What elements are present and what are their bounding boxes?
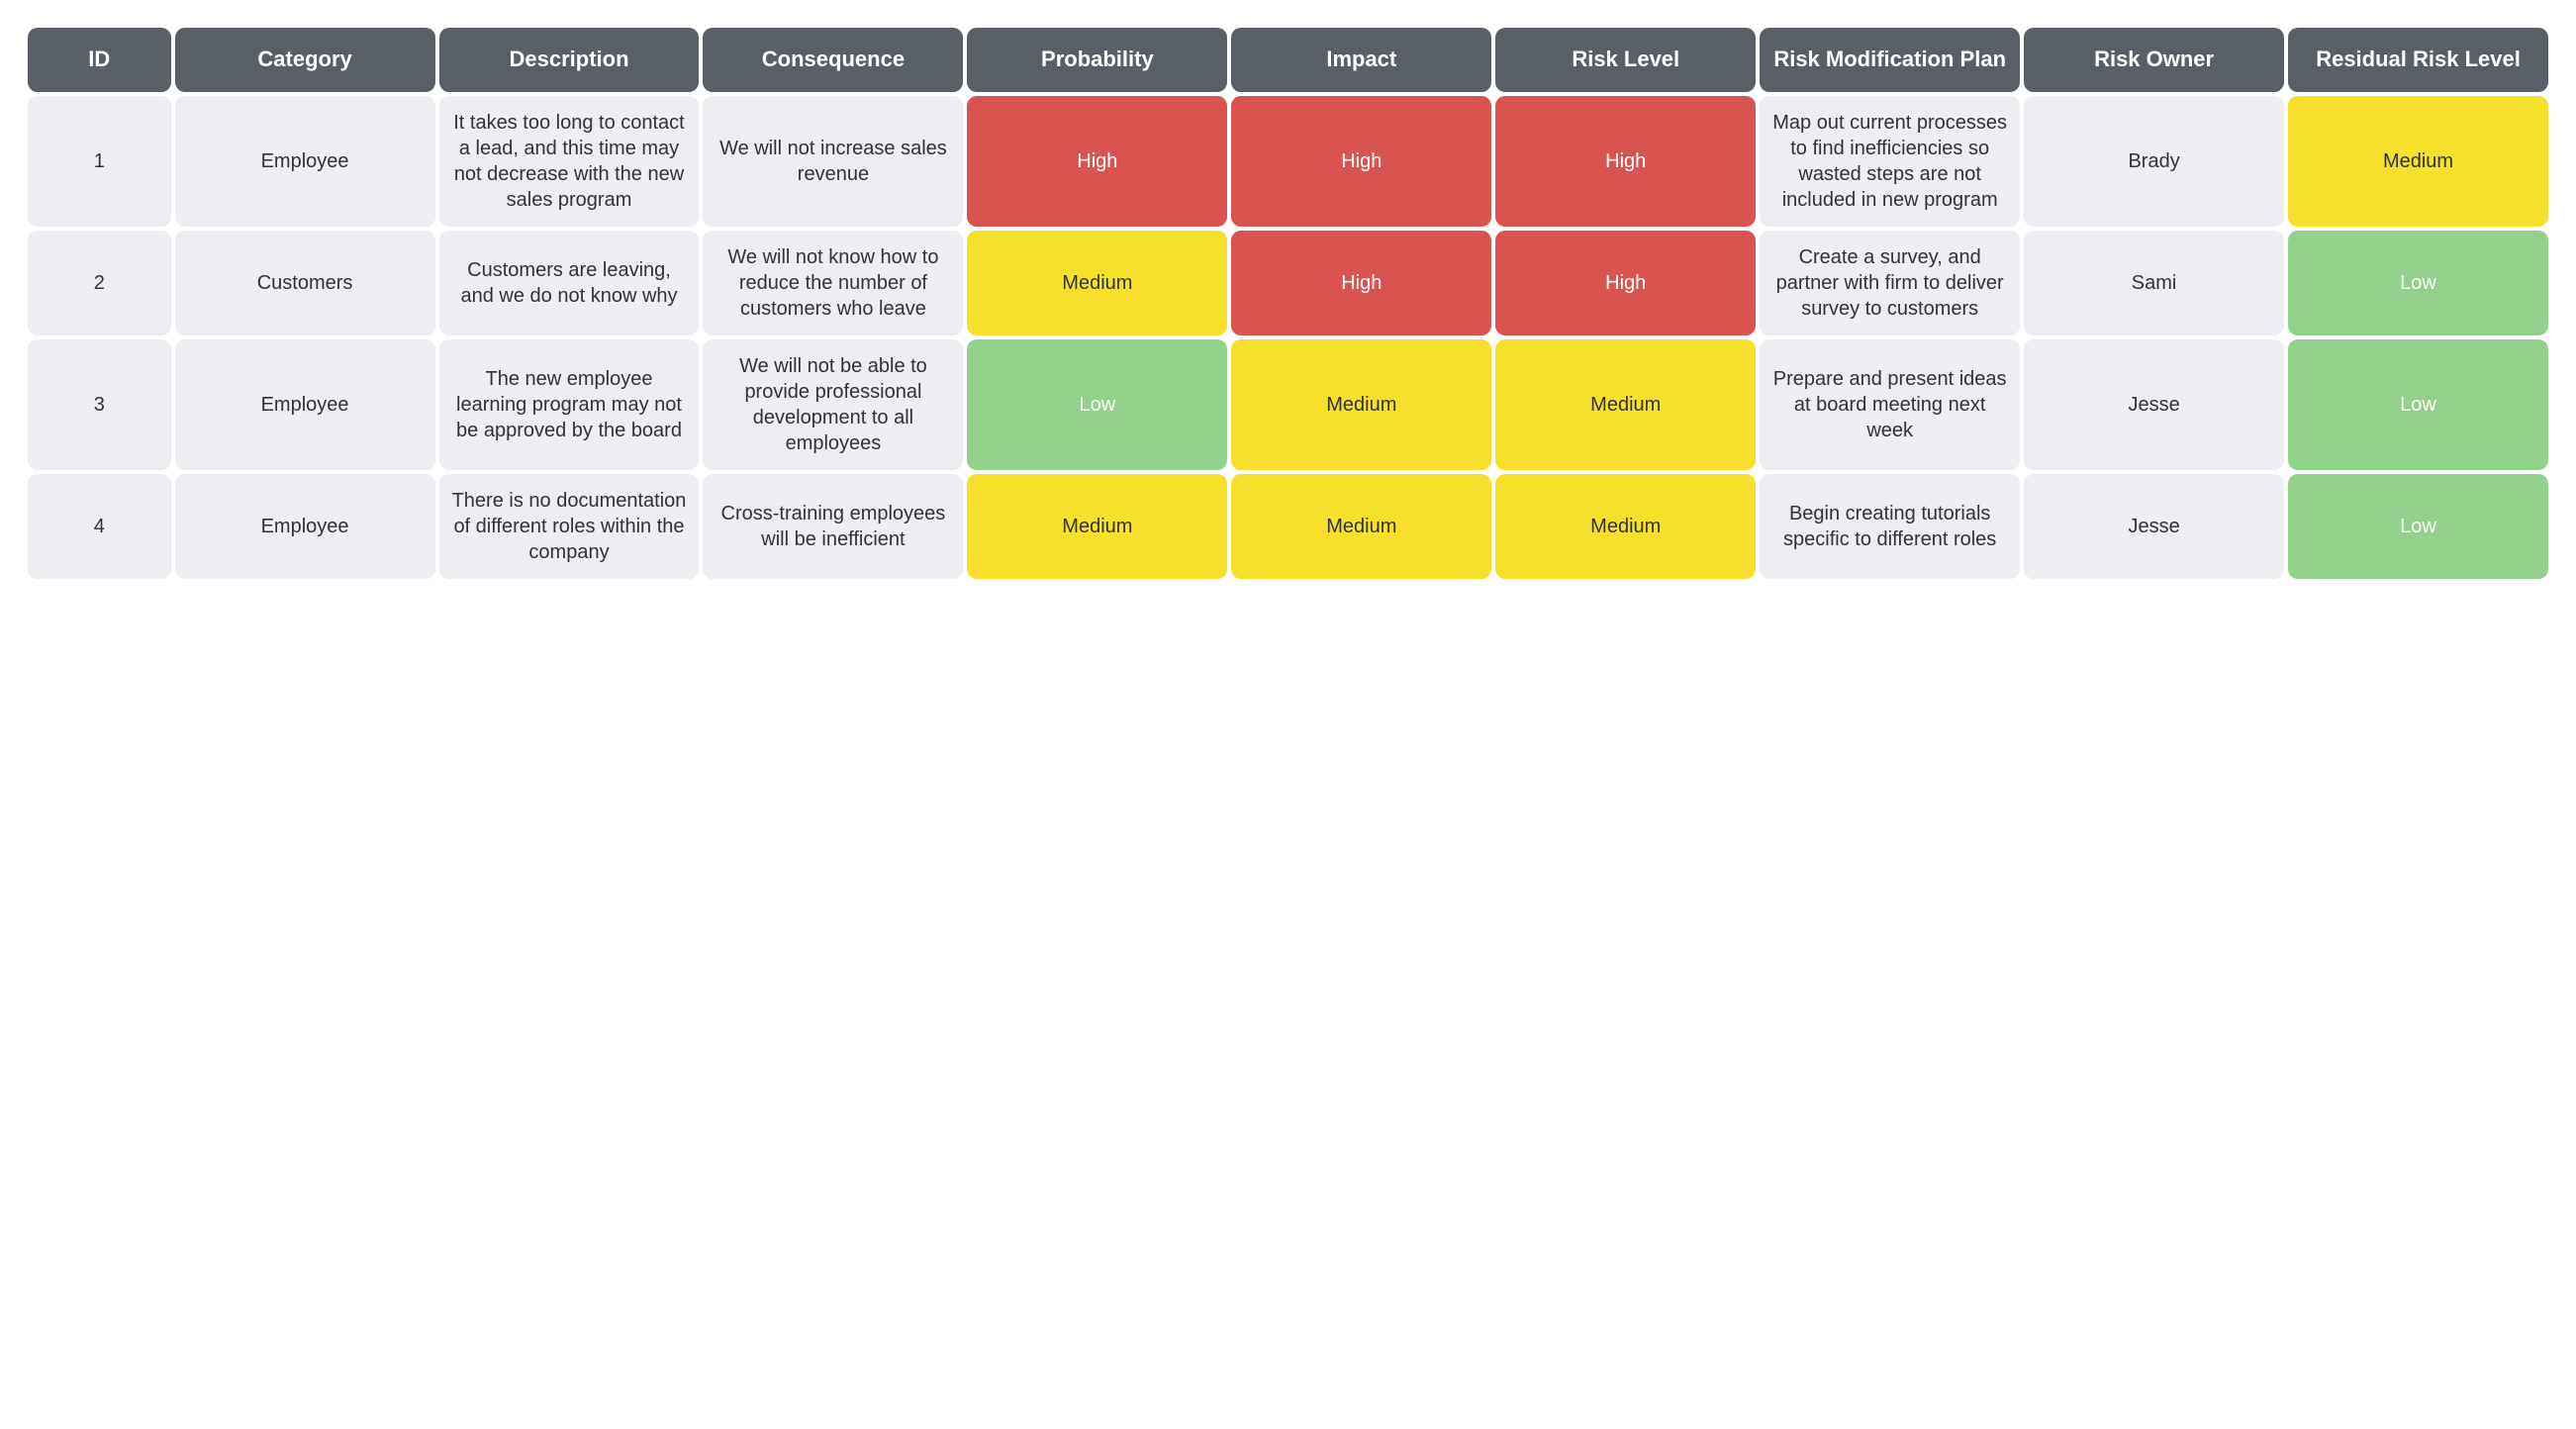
cell-consequence: We will not be able to provide professio… bbox=[703, 339, 963, 470]
cell-impact: High bbox=[1231, 96, 1491, 227]
cell-consequence: Cross-training employees will be ineffic… bbox=[703, 474, 963, 579]
cell-consequence: We will not increase sales revenue bbox=[703, 96, 963, 227]
cell-probability: High bbox=[967, 96, 1227, 227]
cell-residual_risk_level: Medium bbox=[2288, 96, 2548, 227]
cell-plan: Map out current processes to find ineffi… bbox=[1760, 96, 2020, 227]
cell-risk_level: Medium bbox=[1495, 474, 1756, 579]
cell-risk_level: High bbox=[1495, 231, 1756, 335]
cell-description: It takes too long to contact a lead, and… bbox=[439, 96, 700, 227]
cell-id: 4 bbox=[28, 474, 171, 579]
cell-impact: Medium bbox=[1231, 339, 1491, 470]
cell-residual_risk_level: Low bbox=[2288, 474, 2548, 579]
column-header-id: ID bbox=[28, 28, 171, 92]
cell-plan: Create a survey, and partner with firm t… bbox=[1760, 231, 2020, 335]
column-header-probability: Probability bbox=[967, 28, 1227, 92]
cell-owner: Jesse bbox=[2024, 339, 2284, 470]
cell-consequence: We will not know how to reduce the numbe… bbox=[703, 231, 963, 335]
column-header-description: Description bbox=[439, 28, 700, 92]
cell-impact: High bbox=[1231, 231, 1491, 335]
column-header-impact: Impact bbox=[1231, 28, 1491, 92]
cell-id: 3 bbox=[28, 339, 171, 470]
cell-description: Customers are leaving, and we do not kno… bbox=[439, 231, 700, 335]
cell-probability: Medium bbox=[967, 474, 1227, 579]
cell-description: There is no documentation of different r… bbox=[439, 474, 700, 579]
cell-category: Employee bbox=[175, 339, 435, 470]
cell-description: The new employee learning program may no… bbox=[439, 339, 700, 470]
cell-owner: Sami bbox=[2024, 231, 2284, 335]
column-header-residual_risk_level: Residual Risk Level bbox=[2288, 28, 2548, 92]
cell-category: Customers bbox=[175, 231, 435, 335]
cell-risk_level: Medium bbox=[1495, 339, 1756, 470]
column-header-category: Category bbox=[175, 28, 435, 92]
cell-id: 1 bbox=[28, 96, 171, 227]
cell-category: Employee bbox=[175, 474, 435, 579]
cell-residual_risk_level: Low bbox=[2288, 339, 2548, 470]
cell-probability: Low bbox=[967, 339, 1227, 470]
cell-plan: Begin creating tutorials specific to dif… bbox=[1760, 474, 2020, 579]
cell-id: 2 bbox=[28, 231, 171, 335]
column-header-consequence: Consequence bbox=[703, 28, 963, 92]
cell-category: Employee bbox=[175, 96, 435, 227]
cell-risk_level: High bbox=[1495, 96, 1756, 227]
cell-plan: Prepare and present ideas at board meeti… bbox=[1760, 339, 2020, 470]
risk-register-table: IDCategoryDescriptionConsequenceProbabil… bbox=[28, 28, 2548, 579]
column-header-plan: Risk Modification Plan bbox=[1760, 28, 2020, 92]
cell-probability: Medium bbox=[967, 231, 1227, 335]
column-header-risk_level: Risk Level bbox=[1495, 28, 1756, 92]
cell-owner: Jesse bbox=[2024, 474, 2284, 579]
cell-owner: Brady bbox=[2024, 96, 2284, 227]
column-header-owner: Risk Owner bbox=[2024, 28, 2284, 92]
cell-residual_risk_level: Low bbox=[2288, 231, 2548, 335]
cell-impact: Medium bbox=[1231, 474, 1491, 579]
